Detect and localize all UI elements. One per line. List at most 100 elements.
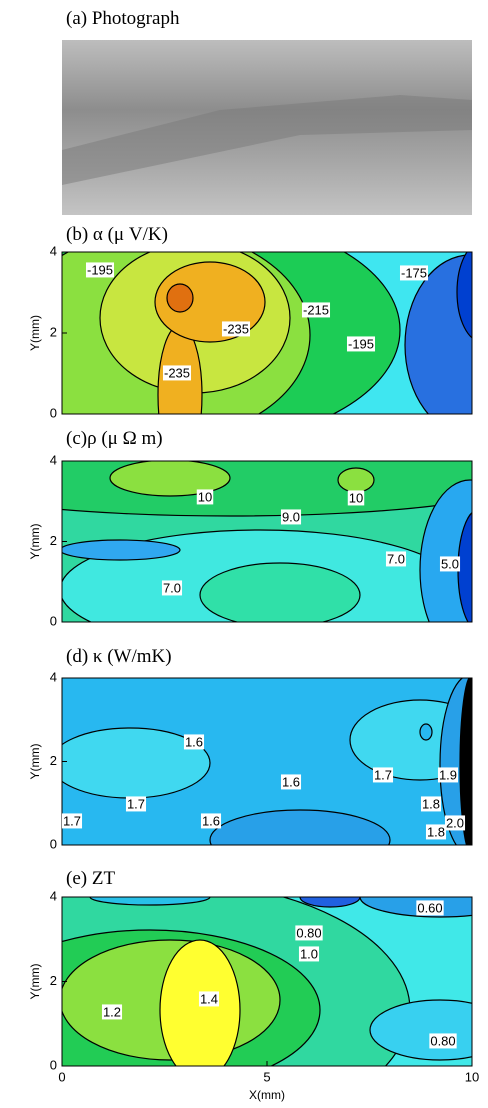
contour-label-text: 1.9 (439, 767, 457, 782)
y-axis-label: Y(mm) (28, 315, 42, 351)
contour-label: 10 (196, 489, 214, 505)
contour-label-bg (85, 262, 115, 278)
contour-label-bg (295, 925, 323, 941)
panel-title: (a) Photograph (66, 8, 180, 29)
contour-label: 1.6 (280, 774, 302, 790)
contour-label: -195 (346, 336, 376, 352)
contour-label: -195 (85, 262, 115, 278)
panel-title: (d) κ (W/mK) (66, 646, 172, 667)
contour-label: 1.7 (372, 767, 394, 783)
contour-label: 1.4 (198, 991, 220, 1007)
contour-label-text: 1.6 (282, 774, 300, 789)
contour-label-bg (372, 767, 394, 783)
contour-label-text: -195 (87, 262, 113, 277)
contour-label: 0.80 (429, 1033, 457, 1049)
contour-label-text: 1.4 (200, 991, 218, 1006)
contour-label-bg (61, 813, 83, 829)
contour-fill (62, 897, 472, 1066)
panel-title: (b) α (μ V/K) (66, 224, 168, 245)
contour-label-bg (416, 900, 444, 916)
contour-label-text: 0.60 (417, 900, 442, 915)
contour-label: 1.7 (125, 796, 147, 812)
contour-label-bg (437, 767, 459, 783)
x-tick-label: 0 (58, 1069, 65, 1084)
contour-label-text: 10 (198, 489, 212, 504)
contour-label-text: -235 (164, 365, 190, 380)
contour-label-text: 1.6 (202, 813, 220, 828)
y-tick-label: 4 (50, 452, 57, 467)
contour-label-text: 7.0 (387, 551, 405, 566)
contour-label-bg (200, 813, 222, 829)
contour-label-text: 1.6 (185, 734, 203, 749)
contour-label-text: -215 (303, 302, 329, 317)
y-axis-label: Y(mm) (28, 744, 42, 780)
contour-label-text: 10 (349, 490, 363, 505)
y-tick-label: 2 (50, 753, 57, 768)
contour-label-bg (346, 336, 376, 352)
contour-label: -235 (221, 321, 251, 337)
contour-label-bg (385, 551, 407, 567)
contour-fill (62, 678, 472, 845)
contour-label-bg (347, 490, 365, 506)
contour-label-text: 1.7 (374, 767, 392, 782)
contour-label-text: 1.0 (300, 946, 318, 961)
y-tick-label: 4 (50, 243, 57, 258)
contour-label-text: 0.80 (430, 1033, 455, 1048)
y-tick-label: 2 (50, 533, 57, 548)
y-tick-label: 2 (50, 973, 57, 988)
y-tick-label: 4 (50, 888, 57, 903)
contour-label: 1.2 (101, 1004, 123, 1020)
contour-label: 5.0 (439, 556, 461, 572)
contour-label-bg (420, 796, 442, 812)
contour-label-text: 1.7 (63, 813, 81, 828)
panel-title: (c)ρ (μ Ω m) (66, 428, 163, 449)
contour-label-text: 1.8 (422, 796, 440, 811)
contour-label-bg (161, 580, 183, 596)
y-tick-label: 0 (50, 405, 57, 420)
contour-label-bg (280, 774, 302, 790)
contour-label-text: 2.0 (446, 815, 464, 830)
x-axis-label: X(mm) (249, 1088, 285, 1102)
contour-label-bg (399, 265, 429, 281)
contour-label-bg (425, 824, 447, 840)
photo-streak (62, 95, 472, 185)
contour-label-bg (198, 991, 220, 1007)
contour-label: 1.6 (183, 734, 205, 750)
contour-label-text: 1.7 (127, 796, 145, 811)
contour-label-bg (444, 815, 466, 831)
contour-label-text: 9.0 (282, 509, 300, 524)
contour-label: 2.0 (444, 815, 466, 831)
contour-label-bg (429, 1033, 457, 1049)
contour-label: 0.80 (295, 925, 323, 941)
contour-label-bg (221, 321, 251, 337)
contour-fill (62, 252, 472, 414)
contour-label-bg (280, 509, 302, 525)
contour-label: 7.0 (385, 551, 407, 567)
contour-label-bg (298, 946, 320, 962)
y-tick-label: 0 (50, 1057, 57, 1072)
contour-label: -215 (301, 302, 331, 318)
contour-label-bg (101, 1004, 123, 1020)
contour-label: 1.8 (420, 796, 442, 812)
contour-label-text: -175 (401, 265, 427, 280)
contour-label: 0.60 (416, 900, 444, 916)
contour-label: -235 (162, 365, 192, 381)
y-tick-label: 0 (50, 836, 57, 851)
y-tick-label: 4 (50, 669, 57, 684)
contour-label: 1.7 (61, 813, 83, 829)
contour-label-bg (196, 489, 214, 505)
contour-label-text: 1.2 (103, 1004, 121, 1019)
contour-label-bg (162, 365, 192, 381)
contour-label-text: -195 (348, 336, 374, 351)
contour-label-bg (125, 796, 147, 812)
contour-label-text: 1.8 (427, 824, 445, 839)
contour-label: 7.0 (161, 580, 183, 596)
x-tick-label: 10 (465, 1069, 479, 1084)
contour-label: -175 (399, 265, 429, 281)
contour-label: 1.0 (298, 946, 320, 962)
contour-label-bg (439, 556, 461, 572)
contour-label-text: 7.0 (163, 580, 181, 595)
panel-title: (e) ZT (66, 868, 115, 889)
